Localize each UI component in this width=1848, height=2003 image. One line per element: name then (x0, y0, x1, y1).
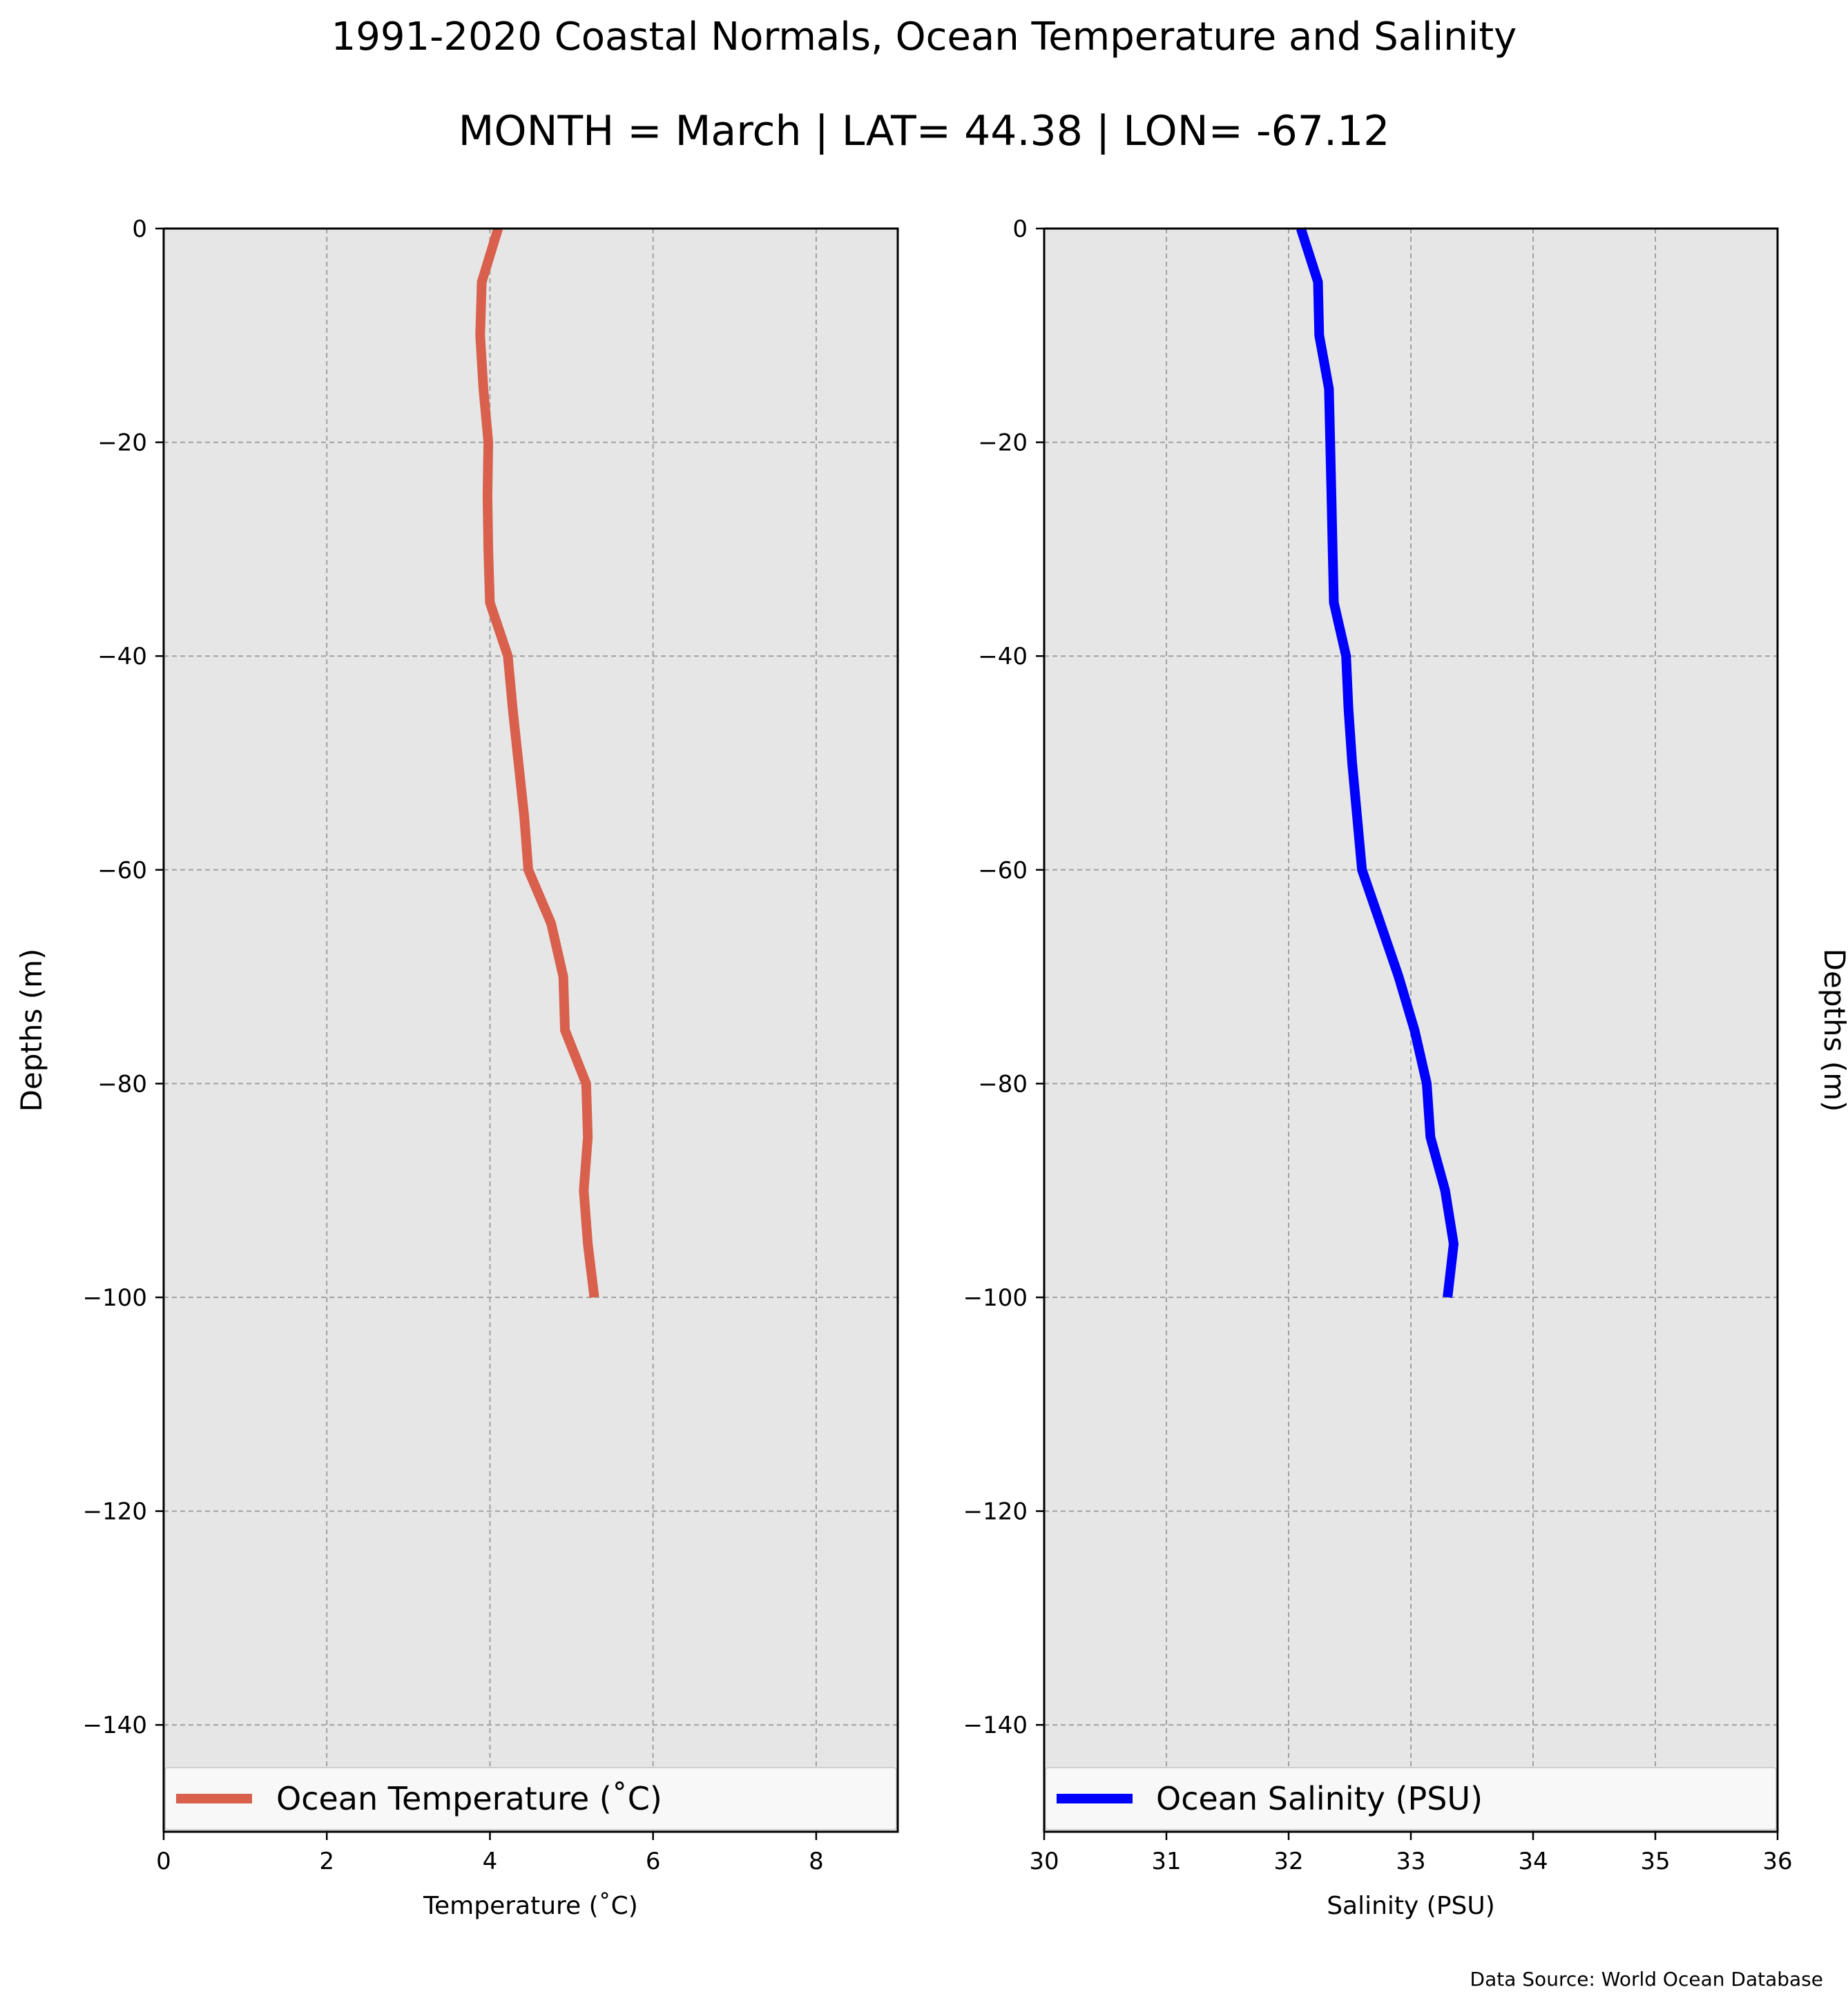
x-tick-label: 34 (1518, 1848, 1548, 1875)
y-axis-label: Depths (m) (1818, 949, 1848, 1112)
x-tick-label: 32 (1273, 1848, 1303, 1875)
x-tick-label: 36 (1762, 1848, 1792, 1875)
y-tick-label: −100 (83, 1284, 147, 1312)
figure-subtitle: MONTH = March | LAT= 44.38 | LON= -67.12 (459, 107, 1390, 155)
y-tick-label: −40 (97, 643, 147, 670)
y-tick-label: −20 (97, 429, 147, 457)
legend-label: Ocean Temperature (˚C) (276, 1780, 662, 1817)
y-tick-label: −120 (83, 1498, 147, 1526)
y-axis-label: Depths (m) (15, 949, 48, 1112)
y-tick-label: −20 (978, 429, 1028, 457)
y-tick-label: 0 (1012, 215, 1028, 243)
figure-title: 1991-2020 Coastal Normals, Ocean Tempera… (331, 14, 1517, 59)
y-tick-label: −120 (963, 1498, 1028, 1526)
x-tick-label: 8 (809, 1848, 824, 1875)
legend-box (164, 1767, 897, 1830)
y-tick-label: −40 (978, 643, 1028, 670)
data-source-note: Data Source: World Ocean Database (1470, 1968, 1823, 1991)
salinity-panel: Ocean Salinity (PSU) 0 −20 −40 −60 −80 −100 −12… (963, 215, 1848, 1920)
y-tick-label: −60 (97, 857, 147, 884)
y-tick-label: −140 (963, 1712, 1028, 1739)
y-tick-label: −60 (978, 857, 1028, 884)
x-tick-label: 0 (156, 1848, 171, 1875)
series-line (475, 226, 599, 1298)
x-tick-label: 31 (1151, 1848, 1181, 1875)
x-tick-label: 30 (1029, 1848, 1059, 1875)
x-axis-label: Temperature (˚C) (423, 1892, 638, 1920)
x-axis-label: Salinity (PSU) (1327, 1892, 1495, 1920)
x-tick-label: 2 (319, 1848, 334, 1875)
axes-frame (162, 227, 899, 1833)
x-tick-label: 4 (483, 1848, 498, 1875)
legend-label: Ocean Salinity (PSU) (1156, 1780, 1483, 1817)
x-tick-label: 6 (646, 1848, 661, 1875)
legend: Ocean Temperature (˚C) (164, 1767, 897, 1830)
plot-area (164, 229, 898, 1832)
x-tick-label: 33 (1396, 1848, 1425, 1875)
y-tick-label: −100 (963, 1284, 1028, 1312)
x-tick-label: 35 (1640, 1848, 1670, 1875)
legend-box (1045, 1767, 1777, 1830)
y-tick-label: −140 (83, 1712, 147, 1739)
legend: Ocean Salinity (PSU) (1045, 1767, 1777, 1830)
y-tick-label: −80 (978, 1070, 1028, 1098)
temperature-panel: Ocean Temperature (˚C) 0 −20 −40 −60 −80 −100 −… (15, 215, 899, 1920)
y-tick-label: 0 (132, 215, 147, 243)
y-tick-label: −80 (97, 1070, 147, 1098)
series-line (1296, 226, 1459, 1298)
